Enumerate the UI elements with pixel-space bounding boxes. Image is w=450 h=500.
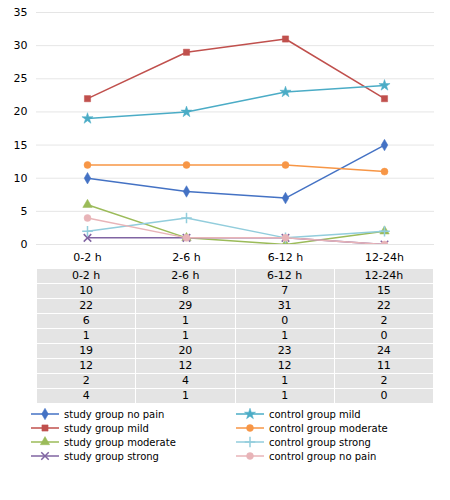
html-text:2-6 h: 2-6 h [171, 269, 200, 282]
html-text:1: 1 [281, 329, 289, 342]
html-text:4: 4 [82, 389, 90, 402]
svg-text:35: 35 [14, 6, 28, 19]
html-text:22: 22 [376, 299, 391, 312]
svg-text:12-24h: 12-24h [365, 251, 404, 264]
html-text:6-12 h: 6-12 h [266, 269, 303, 282]
svg-text:6-12 h: 6-12 h [268, 251, 303, 264]
html-text:19: 19 [79, 344, 94, 357]
html-text:1: 1 [82, 329, 90, 342]
html-text:0: 0 [380, 329, 388, 342]
html-text:15: 15 [376, 284, 391, 297]
html-text:0: 0 [281, 314, 289, 327]
html-text:12: 12 [79, 359, 94, 372]
svg-text:2-6 h: 2-6 h [172, 251, 200, 264]
html-text:29: 29 [178, 299, 193, 312]
html-text:1: 1 [181, 329, 189, 342]
html-text:7: 7 [281, 284, 289, 297]
svg-text:5: 5 [21, 205, 28, 218]
html-text:1: 1 [281, 374, 289, 387]
html-text:0-2 h: 0-2 h [71, 269, 101, 282]
html-text:control group moderate: control group moderate [269, 422, 388, 434]
html-text:1: 1 [281, 389, 289, 402]
html-text:11: 11 [376, 359, 391, 372]
html-text:1: 1 [181, 389, 189, 402]
html-text:0: 0 [380, 389, 388, 402]
html-text:24: 24 [376, 344, 391, 357]
html-text:23: 23 [277, 344, 292, 357]
html-text:study group moderate: study group moderate [64, 436, 176, 448]
html-text:22: 22 [79, 299, 94, 312]
html-text:12: 12 [277, 359, 292, 372]
svg-text:20: 20 [14, 105, 28, 118]
svg-text:0-2 h: 0-2 h [73, 251, 101, 264]
html-text:study group mild: study group mild [64, 422, 149, 434]
html-text:2: 2 [380, 314, 388, 327]
html-text:12: 12 [178, 359, 193, 372]
html-text:control group mild: control group mild [269, 408, 361, 420]
svg-text:15: 15 [14, 139, 28, 152]
html-text:4: 4 [181, 374, 189, 387]
html-text:12-24h: 12-24h [364, 269, 404, 282]
html-text:2: 2 [82, 374, 90, 387]
html-text:control group strong: control group strong [269, 436, 371, 448]
svg-text:30: 30 [14, 39, 28, 52]
html-text:control group no pain: control group no pain [269, 450, 377, 462]
html-text:31: 31 [277, 299, 292, 312]
html-text:1: 1 [181, 314, 189, 327]
html-text:study group no pain: study group no pain [64, 408, 165, 420]
html-text:2: 2 [380, 374, 388, 387]
svg-text:10: 10 [14, 172, 28, 185]
html-text:20: 20 [178, 344, 193, 357]
html-text:6: 6 [82, 314, 90, 327]
svg-text:0: 0 [21, 238, 28, 251]
html-text:8: 8 [181, 284, 189, 297]
html-text:study group strong: study group strong [64, 450, 159, 462]
html-text:10: 10 [79, 284, 94, 297]
svg-text:25: 25 [14, 72, 28, 85]
